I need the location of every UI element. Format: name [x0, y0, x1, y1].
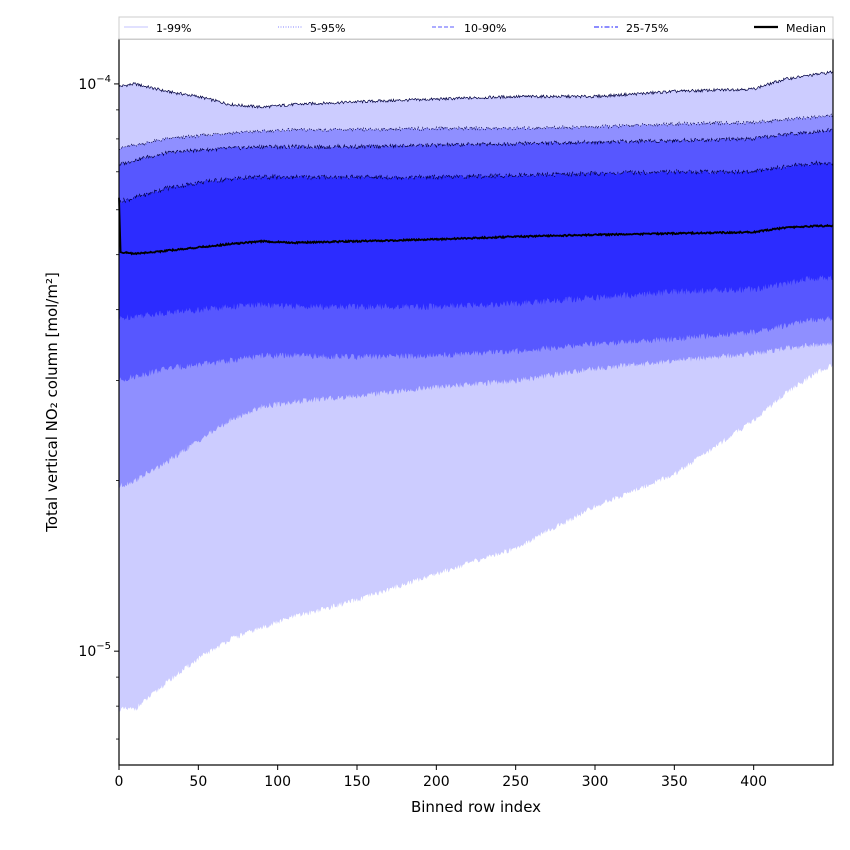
median-line — [118, 197, 834, 256]
x-axis-label: Binned row index — [411, 798, 541, 816]
x-tick-label-200: 200 — [423, 774, 450, 790]
band-25-75pct — [119, 161, 833, 321]
x-tick-label-50: 50 — [189, 774, 207, 790]
band-edge-lines — [118, 70, 834, 204]
legend-label-0: 1-99% — [156, 22, 191, 35]
percentile-bands — [119, 71, 833, 712]
band-edge-1-99pct — [118, 70, 834, 110]
y-axis-ticks: 10−510−4 — [78, 74, 119, 740]
legend-label-4: Median — [786, 22, 826, 35]
x-tick-label-400: 400 — [740, 774, 767, 790]
y-tick-exponent-1: −4 — [96, 74, 111, 85]
x-tick-label-300: 300 — [582, 774, 609, 790]
x-tick-label-0: 0 — [115, 774, 124, 790]
x-axis-ticks: 0 50 100 150 200 250 300 350 400 — [115, 765, 767, 790]
x-tick-label-100: 100 — [264, 774, 291, 790]
y-tick-label-1: 10−4 — [78, 74, 111, 93]
median-series — [118, 197, 834, 256]
legend-label-1: 5-95% — [310, 22, 345, 35]
band-edge-5-95pct — [118, 113, 834, 151]
y-tick-label-0: 10−5 — [78, 641, 111, 660]
y-tick-base-1: 10 — [78, 77, 96, 93]
legend-label-2: 10-90% — [464, 22, 506, 35]
x-tick-label-350: 350 — [661, 774, 688, 790]
y-tick-base-0: 10 — [78, 644, 96, 660]
x-tick-label-250: 250 — [502, 774, 529, 790]
band-edge-25-75pct — [118, 160, 834, 204]
y-tick-exponent-0: −5 — [96, 641, 111, 652]
band-edge-10-90pct — [118, 127, 834, 167]
y-axis-label: Total vertical NO₂ column [mol/m²] — [43, 272, 61, 533]
legend-box — [118, 16, 834, 40]
x-tick-label-150: 150 — [344, 774, 371, 790]
legend-label-3: 25-75% — [626, 22, 668, 35]
legend: 1-99% 5-95% 10-90% 25-75% Median — [118, 16, 834, 40]
